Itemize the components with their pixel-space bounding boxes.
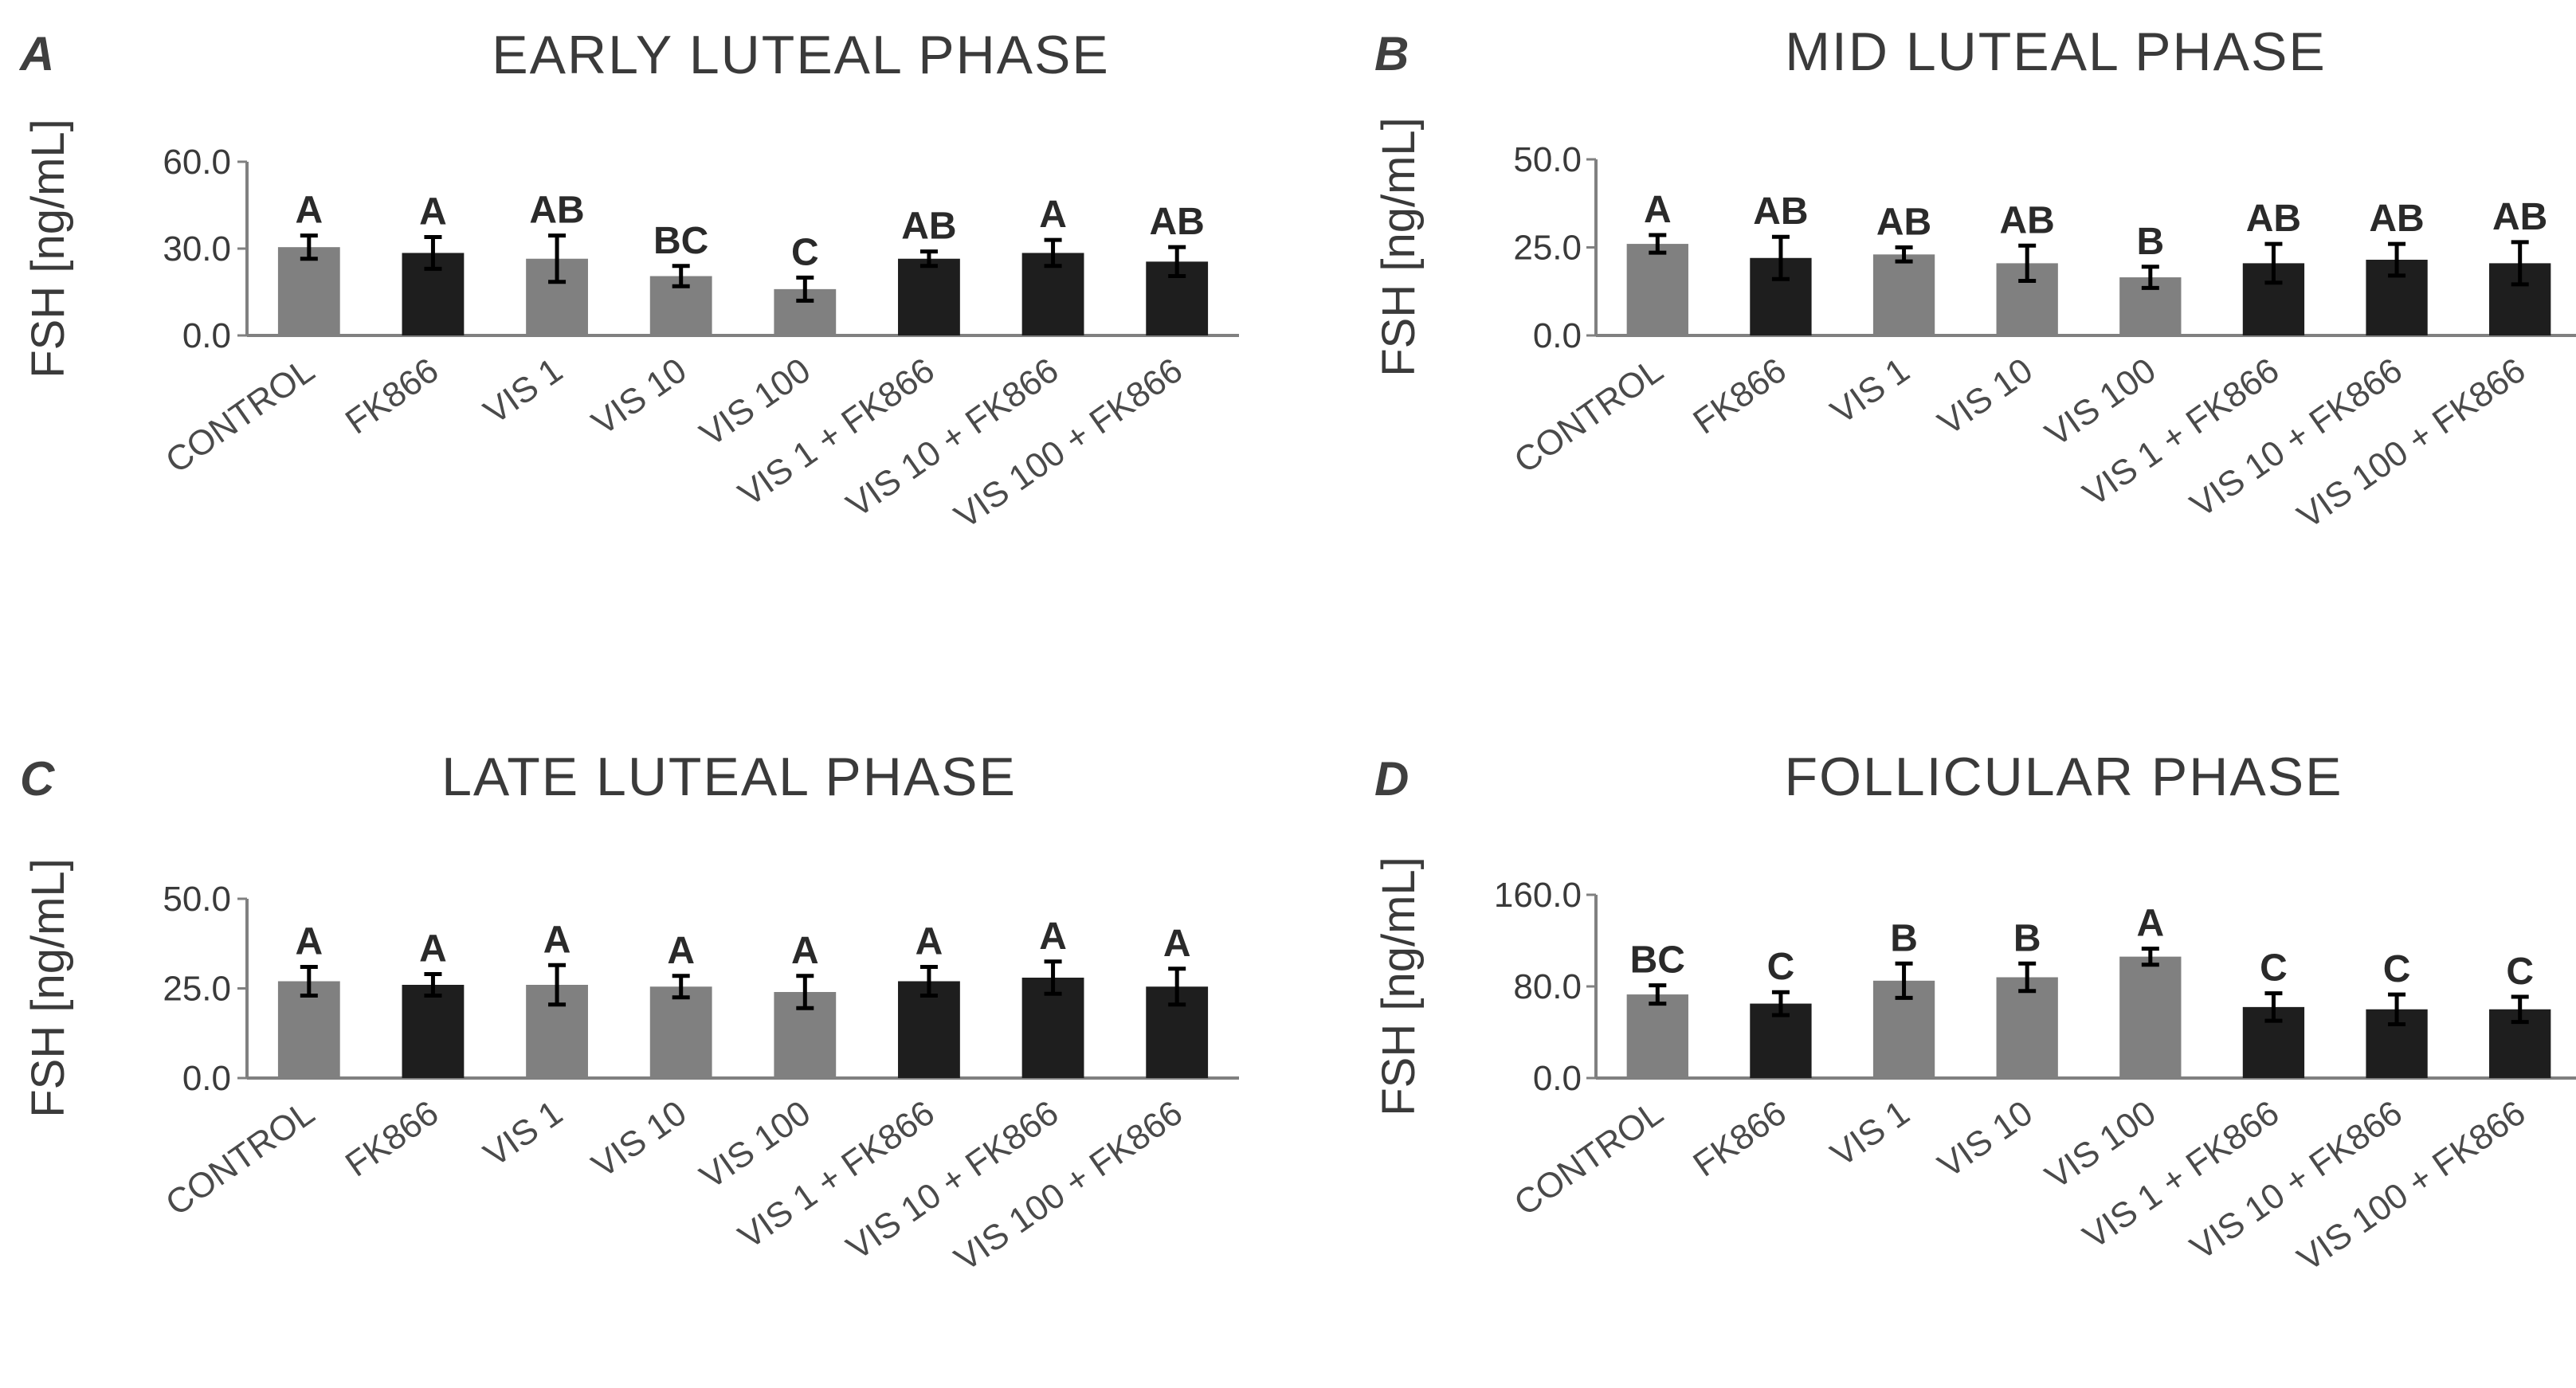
panel-a-significance-label: C (791, 231, 819, 273)
panel-c-significance-label: A (667, 930, 695, 972)
panel-a: A EARLY LUTEAL PHASE FSH [ng/mL] 0.0 30.0 60.… (18, 25, 1239, 536)
panel-b-significance-label: AB (2492, 196, 2547, 238)
panel-d-significance-label: B (2013, 917, 2041, 959)
panel-b-significance-label: AB (1753, 190, 1808, 233)
panel-b-x-tick-label: CONTROL (1508, 351, 1670, 481)
panel-a-x-tick-label: VIS 1 (477, 351, 570, 432)
panel-c-significance-label: A (295, 921, 323, 963)
panel-a-y-tick-label: 60.0 (163, 143, 231, 182)
panel-b-x-tick-label: VIS 10 + FK866 (2183, 351, 2409, 525)
panel-a-y-axis-label: FSH [ng/mL] (22, 119, 74, 378)
panel-b-x-tick-label: VIS 10 (1931, 351, 2040, 443)
panel-d-x-tick-label: VIS 100 + FK866 (2291, 1093, 2533, 1279)
panel-d-significance-label: B (1890, 917, 1918, 959)
panel-a-x-tick-label: CONTROL (159, 351, 321, 481)
panel-a-y-tick-label: 0.0 (182, 316, 231, 355)
panel-d-significance-label: C (2506, 951, 2534, 993)
panel-b: B MID LUTEAL PHASE FSH [ng/mL] 0.0 25.0 50.0 A… (1373, 22, 2576, 536)
panel-c-y-tick-label: 50.0 (163, 880, 231, 919)
panel-d-y-tick-label: 0.0 (1533, 1059, 1582, 1098)
panel-a-x-tick-label: VIS 10 (585, 351, 693, 443)
panel-d-significance-label: A (2136, 903, 2164, 945)
panel-c-bar (649, 986, 712, 1078)
panel-c-significance-label: A (791, 930, 819, 972)
panel-b-significance-label: B (2136, 221, 2164, 263)
panel-c-title: LATE LUTEAL PHASE (441, 747, 1017, 807)
panel-a-bar (277, 247, 340, 335)
panel-c-x-tick-label: VIS 10 (585, 1093, 693, 1186)
panel-c-x-tick-label: FK866 (339, 1093, 445, 1184)
panel-c-y-tick-label: 0.0 (182, 1059, 231, 1098)
panel-a-x-tick-label: VIS 100 + FK866 (947, 351, 1190, 536)
panel-d-significance-label: BC (1630, 939, 1685, 982)
panel-c-significance-label: A (543, 919, 571, 961)
panel-b-x-tick-label: VIS 100 + FK866 (2291, 351, 2533, 536)
panel-c-x-tick-label: CONTROL (159, 1093, 321, 1224)
panel-c-y-tick-label: 25.0 (163, 970, 231, 1009)
panel-b-significance-label: A (1644, 189, 1672, 231)
panel-b-y-tick-label: 25.0 (1513, 229, 1582, 268)
panel-b-x-tick-label: FK866 (1686, 351, 1793, 441)
panel-a-significance-label: A (295, 190, 323, 232)
panel-c-significance-label: A (1163, 923, 1191, 965)
panel-d-y-tick-label: 80.0 (1513, 967, 1582, 1006)
panel-b-significance-label: AB (2000, 199, 2055, 241)
panel-b-significance-label: AB (2246, 198, 2301, 240)
panel-d-title: FOLLICULAR PHASE (1785, 747, 2343, 807)
panel-d-x-tick-label: CONTROL (1508, 1093, 1670, 1224)
panel-a-bar (898, 258, 960, 335)
panel-d-bar (1996, 977, 2058, 1078)
panel-d-x-tick-label: VIS 1 (1824, 1093, 1916, 1174)
panel-d-significance-label: C (1767, 946, 1795, 988)
panel-a-significance-label: AB (901, 206, 956, 248)
panel-d-y-tick-label: 160.0 (1494, 876, 1582, 915)
panel-b-title: MID LUTEAL PHASE (1785, 22, 2326, 82)
panel-c-bar (402, 985, 465, 1078)
panel-b-y-tick-label: 0.0 (1533, 316, 1582, 355)
panel-a-letter: A (18, 27, 54, 80)
panel-a-x-tick-label: FK866 (339, 351, 445, 441)
panel-a-title: EARLY LUTEAL PHASE (492, 25, 1110, 85)
panel-d-x-tick-label: FK866 (1686, 1093, 1793, 1184)
panel-a-significance-label: A (419, 190, 447, 233)
panel-d-significance-label: C (2383, 948, 2411, 990)
panel-d-letter: D (1374, 752, 1409, 806)
panel-c-x-tick-label: VIS 1 (477, 1093, 570, 1174)
panel-d: D FOLLICULAR PHASE FSH [ng/mL] 0.0 80.0 160.0… (1373, 747, 2576, 1279)
panel-c-significance-label: A (916, 921, 943, 963)
panel-c-significance-label: A (419, 928, 447, 970)
panel-d-x-tick-label: VIS 10 + FK866 (2183, 1093, 2409, 1268)
panel-b-significance-label: AB (1876, 202, 1931, 244)
panel-b-y-axis-label: FSH [ng/mL] (1373, 117, 1425, 377)
panel-a-significance-label: A (1039, 194, 1067, 236)
panel-d-bar (2119, 956, 2182, 1078)
panel-c: C LATE LUTEAL PHASE FSH [ng/mL] 0.0 25.0 50.0… (20, 747, 1239, 1279)
panel-a-significance-label: BC (653, 220, 708, 262)
panel-b-bar (1872, 254, 1935, 335)
panel-c-x-tick-label: VIS 100 + FK866 (947, 1093, 1190, 1279)
panel-b-x-tick-label: VIS 1 (1824, 351, 1916, 432)
panel-a-significance-label: AB (1150, 201, 1205, 243)
panel-d-x-tick-label: VIS 10 (1931, 1093, 2040, 1186)
panel-b-significance-label: AB (2369, 198, 2424, 240)
panel-c-y-axis-label: FSH [ng/mL] (22, 858, 74, 1118)
panel-c-letter: C (20, 752, 56, 806)
panel-b-y-tick-label: 50.0 (1513, 140, 1582, 179)
panel-b-letter: B (1374, 27, 1409, 80)
panel-c-x-tick-label: VIS 10 + FK866 (840, 1093, 1066, 1268)
panel-a-x-tick-label: VIS 10 + FK866 (840, 351, 1066, 525)
panel-d-bar (1626, 994, 1688, 1078)
panel-b-bar (1626, 244, 1688, 335)
panel-a-significance-label: AB (529, 190, 584, 232)
panel-a-y-tick-label: 30.0 (163, 229, 231, 269)
panel-d-significance-label: C (2260, 947, 2288, 990)
panel-d-y-axis-label: FSH [ng/mL] (1373, 857, 1425, 1116)
panel-c-significance-label: A (1039, 916, 1067, 958)
